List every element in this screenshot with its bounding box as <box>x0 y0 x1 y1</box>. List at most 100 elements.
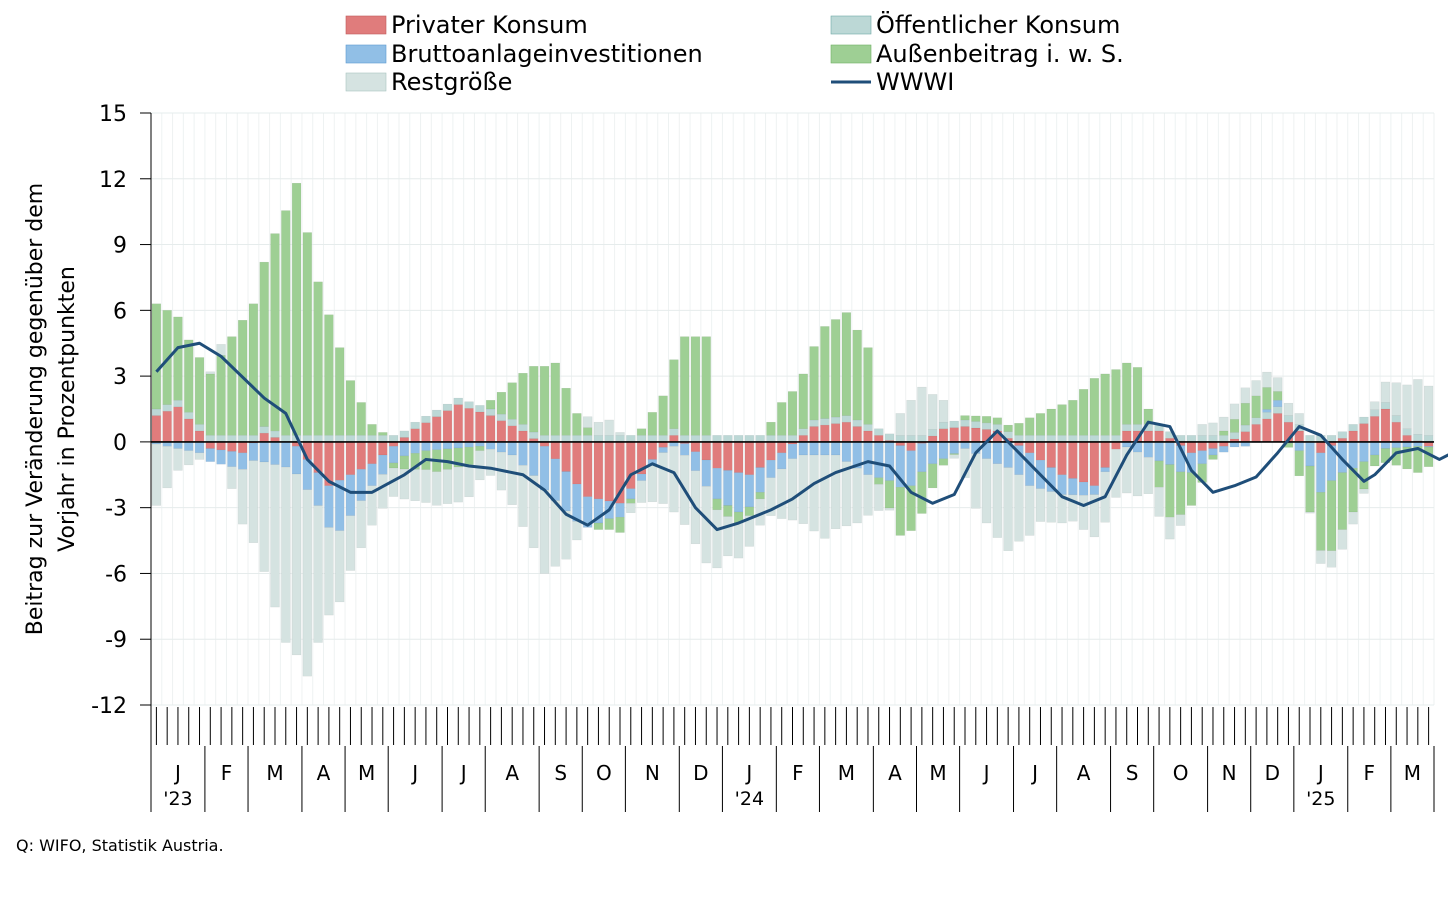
bar-segment-oeffentlich <box>971 421 981 429</box>
bar-segment-aussen <box>852 329 862 421</box>
legend-swatch-bruttoanlageinvestitionen <box>345 44 387 64</box>
bar-segment-bai <box>755 467 765 493</box>
bar-segment-privater <box>335 441 345 481</box>
bar-segment-privater <box>766 441 776 461</box>
bar-segment-privater <box>712 441 722 469</box>
bar-segment-aussen <box>1089 378 1099 436</box>
bar-segment-privater <box>755 441 765 468</box>
bar-segment-privater <box>647 441 657 460</box>
bar-segment-rest <box>162 446 172 489</box>
bar-segment-rest <box>1176 514 1186 526</box>
bar-segment-privater <box>658 441 668 448</box>
y-tick-label: 12 <box>99 168 127 193</box>
bar-segment-rest <box>259 461 269 572</box>
bar-segment-bai <box>723 470 733 506</box>
bar-segment-rest <box>173 448 183 471</box>
bar-segment-bai <box>281 441 291 468</box>
bar-segment-aussen <box>744 506 754 516</box>
bar-segment-bai <box>820 441 830 456</box>
bar-segment-oeffentlich <box>324 435 334 443</box>
bar-segment-aussen <box>496 391 507 415</box>
bar-segment-rest <box>324 527 334 616</box>
month-label: M <box>929 761 946 785</box>
bar-segment-aussen <box>281 210 291 436</box>
bar-segment-aussen <box>874 477 884 485</box>
bar-segment-bai <box>1316 452 1326 493</box>
bar-segment-oeffentlich <box>421 415 431 423</box>
bar-segment-oeffentlich <box>1111 435 1121 443</box>
bar-segment-rest <box>593 421 604 436</box>
bar-segment-privater <box>1273 413 1283 443</box>
bar-segment-bai <box>561 471 571 512</box>
bar-segment-rest <box>1348 511 1358 525</box>
bar-segment-privater <box>1143 430 1153 443</box>
bar-segment-oeffentlich <box>1262 412 1272 420</box>
bar-segment-privater <box>184 418 194 443</box>
bar-segment-oeffentlich <box>1370 409 1380 417</box>
bar-segment-rest <box>335 530 345 603</box>
bar-segment-rest <box>367 485 377 526</box>
bar-segment-rest <box>1370 401 1380 410</box>
bar-segment-bai <box>938 441 949 459</box>
bar-segment-aussen <box>917 471 927 514</box>
bar-segment-oeffentlich <box>205 435 215 443</box>
bar-segment-aussen <box>464 446 474 465</box>
bar-segment-bai <box>410 441 420 454</box>
month-label: M <box>1404 761 1421 785</box>
bar-segment-privater <box>971 427 981 443</box>
bar-segment-rest <box>1337 529 1347 550</box>
x-axis: J F M A M J J A S O N D J F M A M J J A S O N D J F M '23 '24 '25 <box>150 113 1435 812</box>
bar-segment-rest <box>1046 491 1056 523</box>
bar-segment-aussen <box>809 346 819 421</box>
bar-segment-bai <box>658 447 668 453</box>
bar-segment-oeffentlich <box>356 435 366 443</box>
bar-segment-rest <box>453 466 463 503</box>
bar-segment-bai <box>216 449 226 465</box>
bar-segment-bai <box>712 468 722 500</box>
bar-segment-rest <box>1132 451 1143 497</box>
bar-segment-bai <box>1370 441 1380 456</box>
bar-segment-oeffentlich <box>539 435 550 443</box>
bar-segment-rest <box>1122 446 1132 494</box>
bar-segment-bai <box>906 450 916 486</box>
bar-segment-rest <box>1413 379 1423 435</box>
bar-segment-rest <box>356 500 366 549</box>
bar-segment-privater <box>464 408 474 443</box>
month-label: A <box>1077 761 1091 785</box>
bar-segment-oeffentlich <box>680 435 690 443</box>
bar-segment-oeffentlich <box>1078 435 1089 443</box>
bar-segment-bai <box>626 488 636 500</box>
bar-segment-oeffentlich <box>432 409 442 417</box>
bar-segment-privater <box>1402 435 1412 443</box>
bar-segment-privater <box>259 432 269 443</box>
bar-segment-aussen <box>831 319 841 418</box>
bar-segment-privater <box>1100 441 1110 468</box>
bar-segment-privater <box>1089 441 1099 486</box>
bar-segment-rest <box>194 452 205 460</box>
bar-segment-oeffentlich <box>1046 435 1056 443</box>
bar-segment-bai <box>291 446 302 475</box>
bar-segment-aussen <box>302 232 312 436</box>
bar-segment-privater <box>874 435 884 443</box>
bar-segment-bai <box>798 441 808 456</box>
month-label: D <box>693 761 708 785</box>
bar-segment-bai <box>248 442 259 461</box>
bar-segment-oeffentlich <box>1240 424 1250 432</box>
bar-segment-aussen <box>572 413 582 436</box>
bar-segment-aussen <box>777 402 787 436</box>
bar-segment-privater <box>421 422 431 443</box>
bar-segment-bai <box>831 441 841 456</box>
bar-segment-aussen <box>1111 369 1121 436</box>
bar-segment-oeffentlich <box>928 429 938 437</box>
bar-segment-bai <box>194 441 205 454</box>
bar-segment-aussen <box>529 366 539 433</box>
legend-swatch-oeffentlicher-konsum <box>830 15 872 35</box>
month-label: J <box>173 761 181 785</box>
bar-segment-aussen <box>841 312 852 416</box>
bar-segment-aussen <box>356 402 366 436</box>
bar-segment-privater <box>1111 441 1121 450</box>
bar-segment-aussen <box>442 448 453 470</box>
bar-segment-rest <box>723 516 733 557</box>
bar-segment-aussen <box>1078 389 1089 436</box>
bar-segment-aussen <box>151 303 162 410</box>
